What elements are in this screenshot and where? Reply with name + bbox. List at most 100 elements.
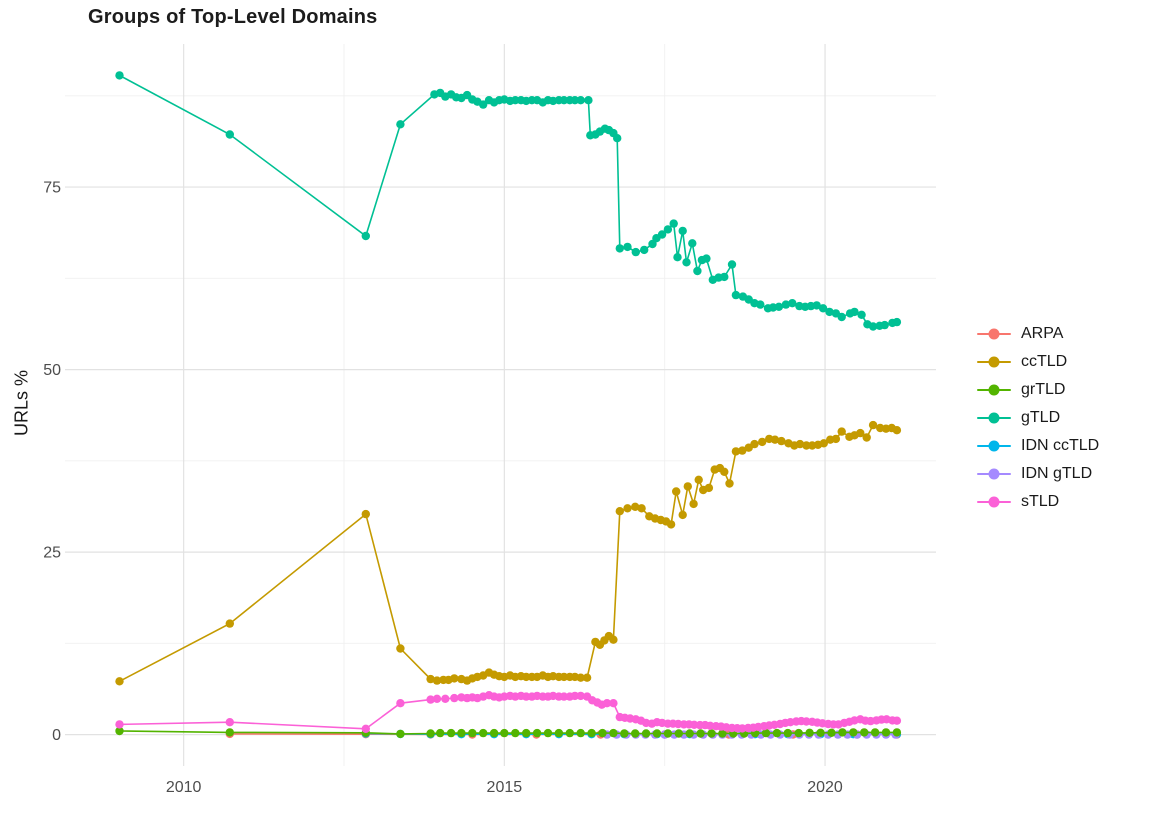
- data-point: [522, 728, 531, 738]
- data-point: [727, 260, 737, 269]
- data-point: [725, 479, 734, 488]
- data-point: [450, 693, 459, 703]
- data-point: [457, 728, 466, 738]
- data-point: [738, 446, 747, 455]
- data-point: [432, 676, 442, 685]
- data-point: [880, 320, 889, 330]
- data-point: [559, 692, 569, 701]
- x-tick-label: 2010: [166, 779, 202, 796]
- data-point: [225, 728, 234, 737]
- data-point: [623, 242, 632, 252]
- data-point: [693, 266, 702, 276]
- legend-key-icon: [977, 355, 1011, 369]
- data-point: [816, 728, 825, 737]
- data-point: [115, 726, 124, 736]
- data-point: [479, 100, 488, 109]
- data-point: [805, 728, 814, 737]
- data-point: [704, 483, 714, 493]
- data-point: [761, 728, 771, 738]
- data-point: [576, 673, 585, 682]
- data-point: [361, 509, 370, 519]
- data-point: [225, 718, 234, 727]
- data-point: [446, 728, 456, 738]
- data-point: [543, 728, 553, 738]
- data-point: [688, 239, 697, 248]
- data-point: [694, 475, 703, 484]
- series-stld: [115, 691, 902, 733]
- data-point: [361, 724, 370, 733]
- data-point: [637, 504, 646, 513]
- legend-key-dot: [988, 468, 1000, 480]
- data-point: [652, 729, 662, 738]
- y-axis-tick-labels: 0 25 50 75: [43, 180, 61, 745]
- y-tick-label: 25: [43, 545, 61, 562]
- data-point: [436, 728, 445, 738]
- data-point: [640, 245, 649, 255]
- data-point: [666, 520, 676, 529]
- x-tick-label: 2015: [487, 779, 523, 796]
- legend-key-dot: [988, 328, 1000, 340]
- data-point: [678, 226, 687, 236]
- data-point: [609, 699, 618, 708]
- data-point: [631, 247, 640, 257]
- data-point: [818, 304, 828, 313]
- data-point: [781, 300, 791, 309]
- data-point: [707, 729, 716, 738]
- data-point: [702, 254, 711, 263]
- data-point: [565, 728, 574, 738]
- data-point: [582, 673, 592, 682]
- series-gtld: [115, 71, 902, 331]
- data-point: [613, 134, 622, 143]
- data-point: [115, 677, 124, 686]
- data-point: [479, 728, 488, 738]
- data-point: [731, 447, 741, 456]
- y-tick-label: 0: [52, 727, 61, 744]
- data-point: [794, 728, 803, 738]
- legend-key-dot: [988, 412, 1000, 424]
- data-point: [570, 691, 580, 701]
- data-point: [892, 716, 902, 725]
- data-point: [685, 729, 694, 738]
- data-point: [623, 504, 632, 513]
- data-point: [657, 230, 667, 239]
- data-point: [570, 96, 580, 105]
- legend-key-icon: [977, 383, 1011, 397]
- data-point: [631, 729, 640, 738]
- legend-key-icon: [977, 327, 1011, 341]
- legend-key-icon: [977, 439, 1011, 453]
- x-axis-tick-labels: 2010 2015 2020: [166, 779, 843, 796]
- legend-item-label: ARPA: [1021, 325, 1064, 342]
- legend-key-icon: [977, 467, 1011, 481]
- legend-item-gtld: gTLD: [977, 404, 1099, 432]
- data-point: [831, 434, 841, 444]
- y-tick-label: 75: [43, 180, 61, 197]
- legend-item-label: IDN gTLD: [1021, 465, 1093, 482]
- data-point: [731, 290, 741, 300]
- data-point: [838, 728, 847, 737]
- data-point: [576, 96, 585, 105]
- legend-item-idn-gtld: IDN gTLD: [977, 460, 1099, 488]
- data-point: [620, 729, 629, 738]
- data-point: [426, 674, 435, 684]
- data-point: [868, 322, 878, 331]
- data-point: [225, 619, 234, 628]
- data-point: [682, 258, 691, 267]
- data-point: [856, 428, 865, 438]
- data-point: [860, 728, 869, 737]
- data-point: [892, 728, 902, 737]
- data-point: [837, 312, 846, 322]
- data-point: [837, 427, 846, 436]
- data-point: [426, 695, 435, 704]
- data-point: [672, 487, 681, 496]
- data-point: [674, 729, 683, 738]
- data-point: [500, 728, 509, 738]
- legend-item-idn-cctld: IDN ccTLD: [977, 432, 1099, 460]
- data-point: [756, 300, 765, 309]
- data-point: [663, 225, 673, 234]
- data-point: [770, 435, 780, 444]
- data-point: [758, 437, 767, 447]
- data-point: [587, 728, 596, 738]
- series-grtld: [115, 726, 902, 739]
- data-point: [825, 307, 834, 317]
